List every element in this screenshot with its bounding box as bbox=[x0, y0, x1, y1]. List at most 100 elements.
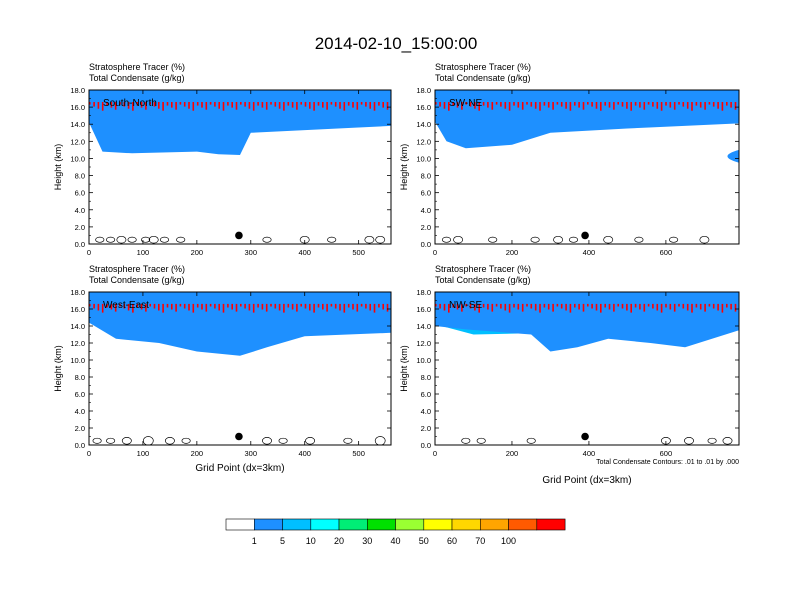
tracer-streak bbox=[270, 303, 272, 307]
tracer-streak bbox=[313, 102, 315, 111]
y-axis-label: Height (km) bbox=[399, 144, 409, 191]
tracer-streak bbox=[287, 102, 290, 106]
location-marker bbox=[235, 432, 243, 441]
tracer-streak bbox=[343, 102, 346, 111]
x-tick-label: 600 bbox=[660, 248, 673, 257]
tracer-streak bbox=[474, 102, 476, 109]
location-marker bbox=[581, 231, 589, 240]
tracer-streak bbox=[270, 102, 272, 105]
tracer-streak bbox=[617, 303, 619, 307]
tracer-streak bbox=[386, 102, 389, 110]
x-tick-label: 500 bbox=[352, 449, 365, 458]
y-tick-label: 14.0 bbox=[70, 322, 85, 331]
condensate-contour bbox=[262, 437, 272, 445]
tracer-streak bbox=[309, 102, 311, 109]
y-tick-label: 6.0 bbox=[421, 189, 431, 198]
tracer-band-10 bbox=[89, 292, 391, 356]
tracer-streak bbox=[621, 102, 624, 107]
tracer-streak bbox=[136, 102, 139, 106]
colorbar-swatch bbox=[225, 518, 255, 531]
tracer-streak bbox=[695, 303, 698, 308]
y-tick-label: 16.0 bbox=[416, 103, 431, 112]
tracer-streak bbox=[192, 303, 195, 313]
x-tick-label: 0 bbox=[433, 449, 437, 458]
colorbar-swatch bbox=[536, 518, 566, 531]
tracer-streak bbox=[252, 102, 255, 111]
y-tick-label: 0.0 bbox=[421, 441, 431, 450]
tracer-band-10 bbox=[89, 90, 391, 155]
tracer-streak bbox=[235, 303, 238, 312]
condensate-contour bbox=[141, 236, 151, 243]
tracer-streak bbox=[119, 303, 121, 307]
y-tick-label: 18.0 bbox=[416, 288, 431, 297]
tracer-streak bbox=[265, 303, 268, 312]
tracer-streak bbox=[158, 102, 160, 109]
tracer-streak bbox=[543, 303, 546, 308]
tracer-streak bbox=[569, 303, 572, 313]
tracer-streak bbox=[114, 102, 117, 110]
panel-title-condensate: Total Condensate (g/kg) bbox=[435, 275, 531, 285]
tracer-streak bbox=[261, 303, 264, 310]
tracer-streak bbox=[608, 102, 611, 108]
tracer-streak bbox=[517, 303, 520, 310]
tracer-streak bbox=[162, 102, 164, 111]
tracer-streak bbox=[304, 303, 307, 309]
x-tick-label: 400 bbox=[583, 248, 596, 257]
tracer-streak bbox=[369, 303, 371, 311]
tracer-streak bbox=[317, 303, 320, 308]
tracer-streak bbox=[691, 102, 693, 111]
tracer-streak bbox=[140, 303, 143, 310]
tracer-streak bbox=[192, 102, 195, 111]
tracer-streak bbox=[521, 102, 524, 110]
tracer-streak bbox=[565, 303, 567, 311]
condensate-contour bbox=[95, 236, 105, 243]
colorbar-swatch bbox=[310, 518, 340, 531]
colorbar-swatch bbox=[479, 518, 509, 531]
tracer-streak bbox=[145, 303, 147, 312]
tracer-streak bbox=[386, 303, 389, 312]
tracer-streak bbox=[196, 303, 199, 308]
tracer-streak bbox=[560, 303, 563, 309]
condensate-contour bbox=[116, 235, 127, 244]
tracer-streak bbox=[717, 102, 719, 109]
tracer-streak bbox=[613, 102, 615, 110]
tracer-streak bbox=[106, 102, 108, 106]
x-tick-label: 200 bbox=[506, 449, 519, 458]
tracer-streak bbox=[240, 102, 242, 105]
plot-area bbox=[89, 90, 391, 244]
tracer-streak bbox=[248, 303, 251, 311]
y-tick-label: 4.0 bbox=[75, 206, 85, 215]
x-tick-label: 200 bbox=[191, 449, 204, 458]
tracer-streak bbox=[248, 102, 251, 109]
y-tick-label: 6.0 bbox=[75, 189, 85, 198]
tracer-streak bbox=[183, 303, 186, 309]
colorbar-label: 40 bbox=[390, 536, 400, 546]
tracer-streak bbox=[487, 102, 489, 108]
tracer-streak bbox=[214, 102, 216, 107]
colorbar-label: 70 bbox=[475, 536, 485, 546]
condensate-contour bbox=[722, 437, 733, 445]
tracer-streak bbox=[435, 303, 437, 307]
tracer-streak bbox=[373, 303, 376, 313]
tracer-streak bbox=[317, 102, 320, 106]
tracer-streak bbox=[119, 102, 121, 105]
tracer-streak bbox=[175, 303, 177, 312]
tracer-streak bbox=[478, 102, 480, 111]
tracer-streak bbox=[656, 303, 659, 311]
tracer-streak bbox=[608, 303, 611, 310]
panel-title-tracer: Stratosphere Tracer (%) bbox=[89, 62, 185, 72]
tracer-streak bbox=[591, 102, 593, 107]
tracer-streak bbox=[110, 102, 113, 108]
location-marker bbox=[581, 432, 589, 441]
tracer-streak bbox=[149, 102, 151, 105]
tracer-streak bbox=[582, 303, 585, 312]
condensate-contour bbox=[669, 236, 679, 243]
tracer-streak bbox=[373, 102, 376, 111]
condensate-contour bbox=[530, 236, 540, 243]
panel-west-east: Stratosphere Tracer (%)Total Condensate … bbox=[53, 264, 392, 474]
panel-label: NW-SE bbox=[449, 300, 482, 311]
y-axis-label: Height (km) bbox=[53, 144, 63, 191]
tracer-streak bbox=[556, 102, 559, 105]
tracer-streak bbox=[469, 102, 472, 107]
tracer-streak bbox=[712, 303, 715, 309]
